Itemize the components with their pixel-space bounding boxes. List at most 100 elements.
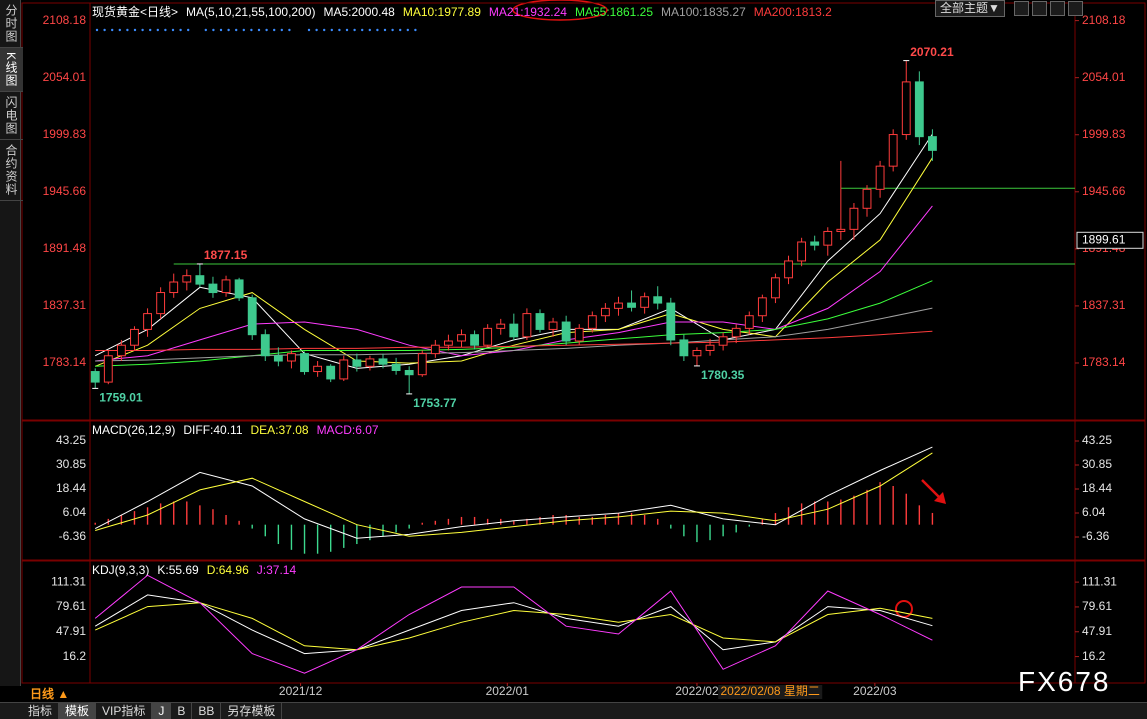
bottom-tab[interactable]: 指标 (22, 703, 60, 719)
signal-dot (204, 28, 207, 32)
candle-body (757, 297, 767, 317)
x-tick-label: 2022/01 (486, 684, 530, 698)
y-tick-label: 18.44 (1082, 481, 1112, 495)
candle-body (666, 302, 676, 341)
candle-body (221, 279, 231, 294)
signal-dot (187, 28, 190, 32)
bottom-tab[interactable]: 另存模板 (221, 703, 283, 719)
candle-body (287, 353, 296, 362)
y-tick-label: 30.85 (56, 457, 86, 471)
y-tick-label: 1837.31 (1082, 298, 1126, 312)
signal-dot (330, 28, 333, 32)
signal-dot (95, 28, 99, 32)
candle-body (692, 349, 702, 357)
signal-dot (133, 28, 137, 32)
y-tick-label: 1999.83 (43, 127, 87, 141)
signal-dot (383, 28, 387, 32)
indicator-line (94, 602, 933, 651)
bottom-tab[interactable]: BB (192, 703, 222, 719)
signal-dot (141, 28, 144, 32)
candle-body (300, 353, 309, 373)
y-tick-label: 1783.14 (43, 355, 87, 369)
indicator-line (94, 446, 933, 539)
candle-body (836, 228, 846, 232)
x-tick-label: 2022/03 (853, 684, 897, 698)
legend-entry: MACD:6.07 (317, 423, 379, 437)
signal-dot (103, 28, 106, 32)
y-tick-label: 1891.48 (43, 241, 87, 255)
signal-dot (126, 28, 129, 32)
candle-body (901, 81, 911, 136)
sidebar-tab[interactable]: K线图 (0, 48, 23, 93)
candle-body (417, 353, 427, 376)
y-tick-label: 111.31 (1082, 574, 1117, 588)
y-tick-label: 1945.66 (1082, 184, 1126, 198)
cursor-label-box (718, 685, 823, 699)
candle-body (195, 275, 205, 285)
icon-button[interactable] (1014, 1, 1029, 16)
sidebar-tab[interactable]: 分时图 (0, 0, 23, 48)
y-tick-label: 16.2 (1082, 649, 1106, 663)
bottom-tabs: 指标 模板 VIP指标 J B BB 另存模板 (0, 702, 1147, 719)
signal-dot (307, 28, 311, 32)
theme-button[interactable]: 全部主题▼ (935, 0, 1005, 17)
y-tick-label: 43.25 (56, 433, 86, 447)
y-tick-label: 1945.66 (43, 184, 87, 198)
signal-dot (368, 28, 371, 32)
icon-button[interactable] (1032, 1, 1047, 16)
candle-body (430, 344, 440, 355)
signal-dot (250, 28, 253, 32)
candle-body (718, 336, 728, 346)
bottom-tab[interactable]: 模板 (59, 703, 97, 719)
y-tick-label: -6.36 (1082, 529, 1110, 543)
candle-body (404, 369, 414, 376)
candle-body (535, 313, 545, 330)
signal-dot (288, 28, 291, 32)
y-tick-label: 18.44 (56, 481, 86, 495)
signal-dot (118, 28, 122, 32)
candle-body (653, 296, 663, 304)
y-tick-label: 79.61 (1082, 599, 1112, 613)
signal-dot (227, 28, 230, 32)
price-label: 1899.61 (1082, 232, 1126, 246)
candle-body (143, 313, 152, 330)
candle-body (587, 315, 597, 329)
legend-entry: K:55.69 (157, 563, 199, 577)
icon-button[interactable] (1050, 1, 1065, 16)
bottom-tab[interactable]: J (152, 703, 172, 719)
candle-body (731, 327, 741, 338)
candle-body (927, 136, 937, 151)
signal-dot (242, 28, 245, 32)
highlight-circle (895, 600, 913, 618)
sidebar-tab[interactable]: 合约资料 (0, 140, 23, 202)
period-selector[interactable]: 日线 ▲ (30, 687, 70, 701)
signal-dot (179, 28, 182, 32)
candle-body (247, 297, 257, 336)
candle-body (443, 340, 453, 346)
signal-dot (156, 28, 159, 32)
icon-button[interactable] (1068, 1, 1083, 16)
sidebar-tab[interactable]: 闪电图 (0, 92, 23, 141)
y-tick-label: -6.36 (59, 529, 87, 543)
candle-body (797, 241, 807, 262)
candle-body (914, 81, 924, 138)
candle-body (679, 339, 689, 357)
x-tick-label: 2021/12 (279, 684, 323, 698)
signal-dot (406, 28, 409, 32)
candle-body (849, 207, 859, 230)
candle-body (640, 296, 650, 308)
signal-dot (399, 28, 402, 32)
candle-body (875, 165, 885, 190)
bottom-tab[interactable]: VIP指标 (96, 703, 153, 719)
cursor-label: 2022/02/08 星期二 (721, 684, 820, 698)
signal-dot (323, 28, 326, 32)
candle-body (771, 277, 780, 299)
bottom-tab[interactable]: B (171, 703, 193, 719)
indicator-line (95, 452, 933, 537)
candle-body (600, 307, 610, 317)
candle-body (744, 315, 754, 329)
candle-body (574, 327, 584, 342)
candle-body (862, 188, 872, 209)
legend-entry: MA100:1835.27 (661, 5, 746, 19)
candle-body (260, 334, 270, 357)
